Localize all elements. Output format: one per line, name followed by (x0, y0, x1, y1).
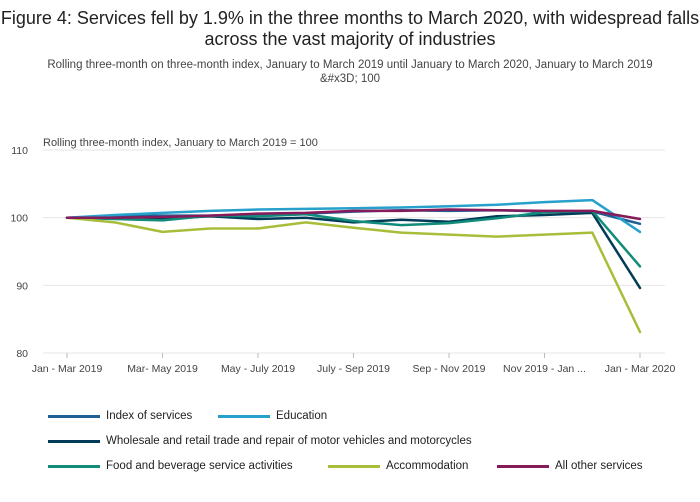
series-line-accommodation[interactable] (65, 216, 642, 334)
legend-swatch (48, 414, 100, 418)
legend-swatch (328, 464, 380, 468)
x-tick-label: May - July 2019 (221, 363, 295, 375)
legend-item-all-other-services[interactable]: All other services (497, 460, 643, 472)
series-line-wholesale-and-retail-trade-and-repair-of-motor-vehicles-and-motorcycles[interactable] (65, 211, 642, 290)
y-tick-label: 110 (11, 145, 28, 157)
chart-title: Figure 4: Services fell by 1.9% in the t… (0, 8, 700, 49)
legend-swatch (48, 464, 100, 468)
legend-label: Accommodation (386, 460, 469, 472)
x-tick-label: Sep - Nov 2019 (413, 363, 486, 375)
series-line-education[interactable] (65, 198, 642, 234)
legend-label: Index of services (106, 410, 193, 422)
legend-swatch (497, 464, 549, 468)
chart-subtitle: Rolling three-month on three-month index… (47, 59, 653, 85)
legend-item-education[interactable]: Education (218, 410, 327, 422)
x-tick-label: Nov 2019 - Jan ... (503, 363, 586, 375)
y-tick-label: 90 (16, 280, 28, 292)
y-tick-label: 80 (16, 348, 28, 360)
y-tick-label: 100 (10, 213, 28, 225)
legend: Index of services Education Wholesale an… (48, 406, 688, 486)
legend-label: Wholesale and retail trade and repair of… (106, 435, 472, 447)
legend-item-accommodation[interactable]: Accommodation (328, 460, 468, 472)
x-tick-label: July - Sep 2019 (317, 363, 390, 375)
legend-item-wholesale-retail[interactable]: Wholesale and retail trade and repair of… (48, 435, 472, 447)
series-line-food-and-beverage-service-activities[interactable] (65, 209, 642, 268)
x-tick-label: Jan - Mar 2020 (605, 363, 676, 375)
series-line-all-other-services[interactable] (65, 208, 642, 221)
legend-item-food-beverage[interactable]: Food and beverage service activities (48, 460, 293, 472)
legend-label: Education (276, 410, 328, 422)
line-chart: Rolling three-month index, January to Ma… (10, 137, 676, 375)
x-tick-label: Mar- May 2019 (127, 363, 198, 375)
legend-label: Food and beverage service activities (106, 460, 293, 472)
x-tick-label: Jan - Mar 2019 (32, 363, 103, 375)
y-axis-label: Rolling three-month index, January to Ma… (43, 137, 318, 149)
legend-swatch (218, 414, 270, 418)
legend-swatch (48, 439, 100, 443)
legend-item-index-of-services[interactable]: Index of services (48, 410, 192, 422)
legend-label: All other services (555, 460, 643, 472)
